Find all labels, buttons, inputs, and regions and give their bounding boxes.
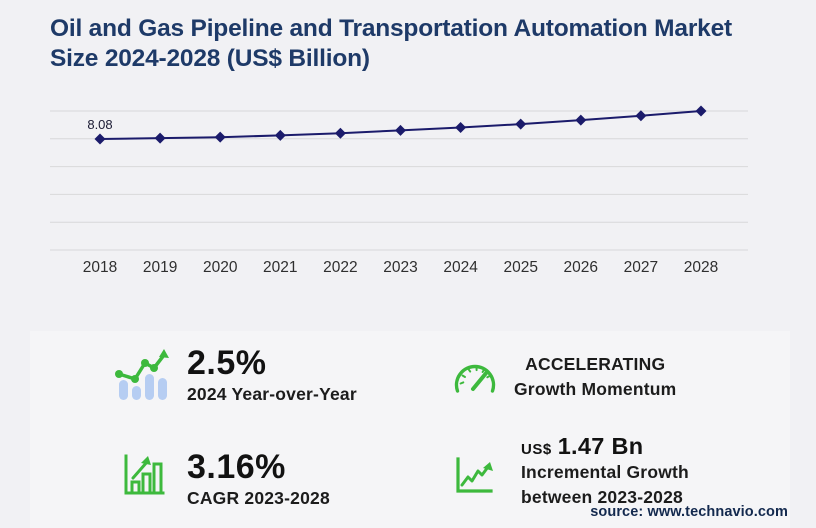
page-title-line1: Oil and Gas Pipeline and Transportation … (50, 15, 732, 42)
svg-text:2028: 2028 (684, 259, 718, 276)
stat-incremental-growth: US$ 1.47 Bn Incremental Growth between 2… (455, 432, 689, 510)
gridlines (50, 110, 748, 251)
momentum-line1: ACCELERATING (525, 354, 666, 374)
svg-text:2026: 2026 (564, 259, 598, 276)
svg-text:2027: 2027 (624, 259, 658, 276)
svg-text:2024: 2024 (443, 259, 478, 276)
cagr-value: 3.16% (187, 448, 286, 486)
market-size-line-chart: 8.08 2018 2019 2020 2021 2022 2023 2024 2025 2026… (50, 105, 748, 276)
speedometer-icon (452, 358, 498, 403)
stat-growth-momentum: ACCELERATING Growth Momentum (452, 352, 676, 403)
zigzag-arrow-icon (455, 456, 495, 499)
data-label-2018: 8.08 (87, 117, 112, 132)
svg-text:2019: 2019 (143, 259, 177, 276)
incremental-currency: US$ (521, 441, 552, 458)
page-title: Oil and Gas Pipeline and Transportation … (50, 14, 770, 74)
svg-text:2018: 2018 (83, 259, 117, 276)
svg-text:2021: 2021 (263, 259, 297, 276)
stat-yoy-growth: 2.5% 2024 Year-over-Year (113, 344, 357, 407)
svg-text:2020: 2020 (203, 259, 238, 276)
incremental-label-line1: Incremental Growth (521, 462, 689, 482)
x-axis-year-labels: 2018 2019 2020 2021 2022 2023 2024 2025 2026 2027… (83, 259, 718, 276)
bar-chart-trend-icon (113, 348, 171, 407)
svg-text:2022: 2022 (323, 259, 357, 276)
svg-text:2023: 2023 (383, 259, 417, 276)
incremental-value: 1.47 Bn (557, 433, 644, 459)
yoy-value: 2.5% (187, 344, 267, 382)
stat-cagr: 3.16% CAGR 2023-2028 (121, 448, 330, 511)
source-attribution: source: www.technavio.com (590, 504, 788, 520)
incremental-label-line2: between 2023-2028 (521, 487, 683, 507)
yoy-label: 2024 Year-over-Year (187, 384, 357, 404)
cagr-label: CAGR 2023-2028 (187, 488, 330, 508)
data-point-markers (94, 105, 707, 145)
growth-bars-icon (121, 454, 165, 503)
page-title-line2: Size 2024-2028 (US$ Billion) (50, 45, 370, 72)
momentum-line2: Growth Momentum (514, 379, 677, 399)
svg-text:2025: 2025 (503, 259, 537, 276)
